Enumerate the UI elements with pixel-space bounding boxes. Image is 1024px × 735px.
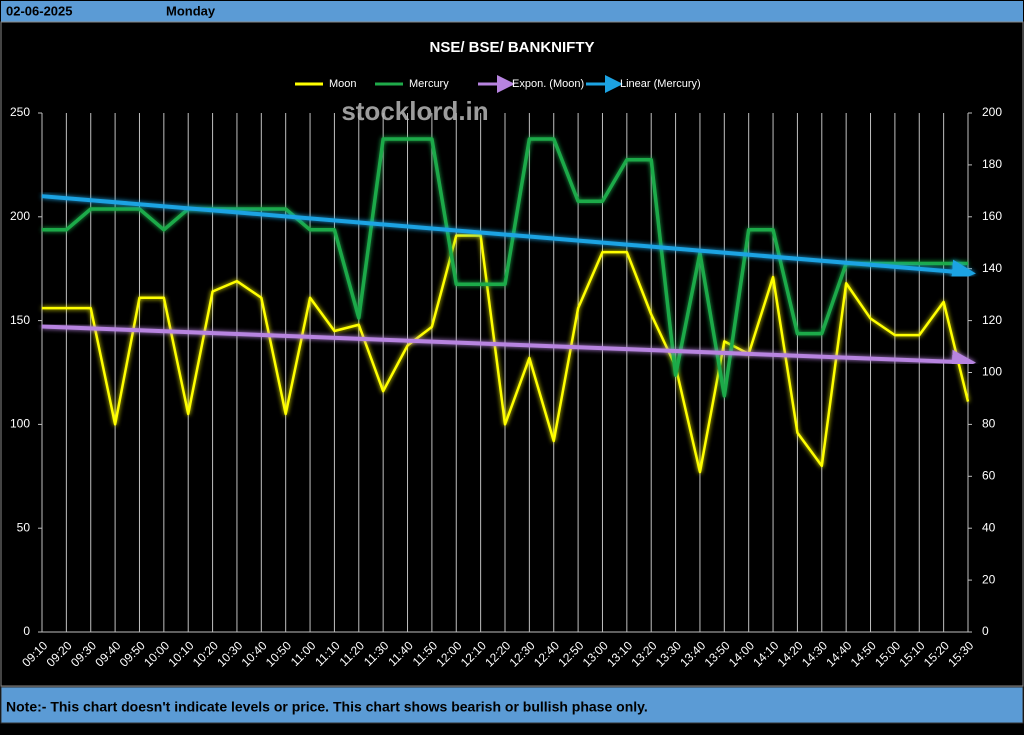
series-line [42, 234, 970, 474]
y2-tick-label: 200 [982, 105, 1002, 119]
header-bar [1, 1, 1023, 22]
y2-tick-label: 120 [982, 313, 1002, 327]
y2-tick-label: 100 [982, 365, 1002, 379]
y2-tick-label: 180 [982, 157, 1002, 171]
trendline [41, 194, 976, 284]
y-tick-label: 250 [10, 105, 30, 119]
y-tick-label: 100 [10, 417, 30, 431]
legend-label: Mercury [409, 78, 449, 90]
legend-label: Expon. (Moon) [512, 78, 584, 90]
y2-tick-label: 60 [982, 468, 996, 482]
legend-label: Linear (Mercury) [620, 78, 701, 90]
y2-tick-label: 140 [982, 261, 1002, 275]
watermark: stocklord.in [341, 96, 488, 126]
y-tick-label: 0 [23, 624, 30, 638]
y-tick-label: 150 [10, 313, 30, 327]
y2-tick-label: 160 [982, 209, 1002, 223]
y2-tick-label: 0 [982, 624, 989, 638]
y2-tick-label: 40 [982, 520, 996, 534]
date: 02-06-2025 [6, 3, 73, 18]
y-tick-label: 200 [10, 209, 30, 223]
note-bar [0, 686, 1024, 724]
day: Monday [166, 3, 216, 18]
note: Note:- This chart doesn't indicate level… [6, 699, 648, 715]
legend-label: Moon [329, 78, 357, 90]
y-tick-label: 50 [17, 520, 31, 534]
y2-tick-label: 80 [982, 417, 996, 431]
trendline [41, 324, 976, 374]
y2-tick-label: 20 [982, 572, 996, 586]
chart-frame [0, 21, 1024, 687]
chart-title: NSE/ BSE/ BANKNIFTY [429, 39, 594, 56]
